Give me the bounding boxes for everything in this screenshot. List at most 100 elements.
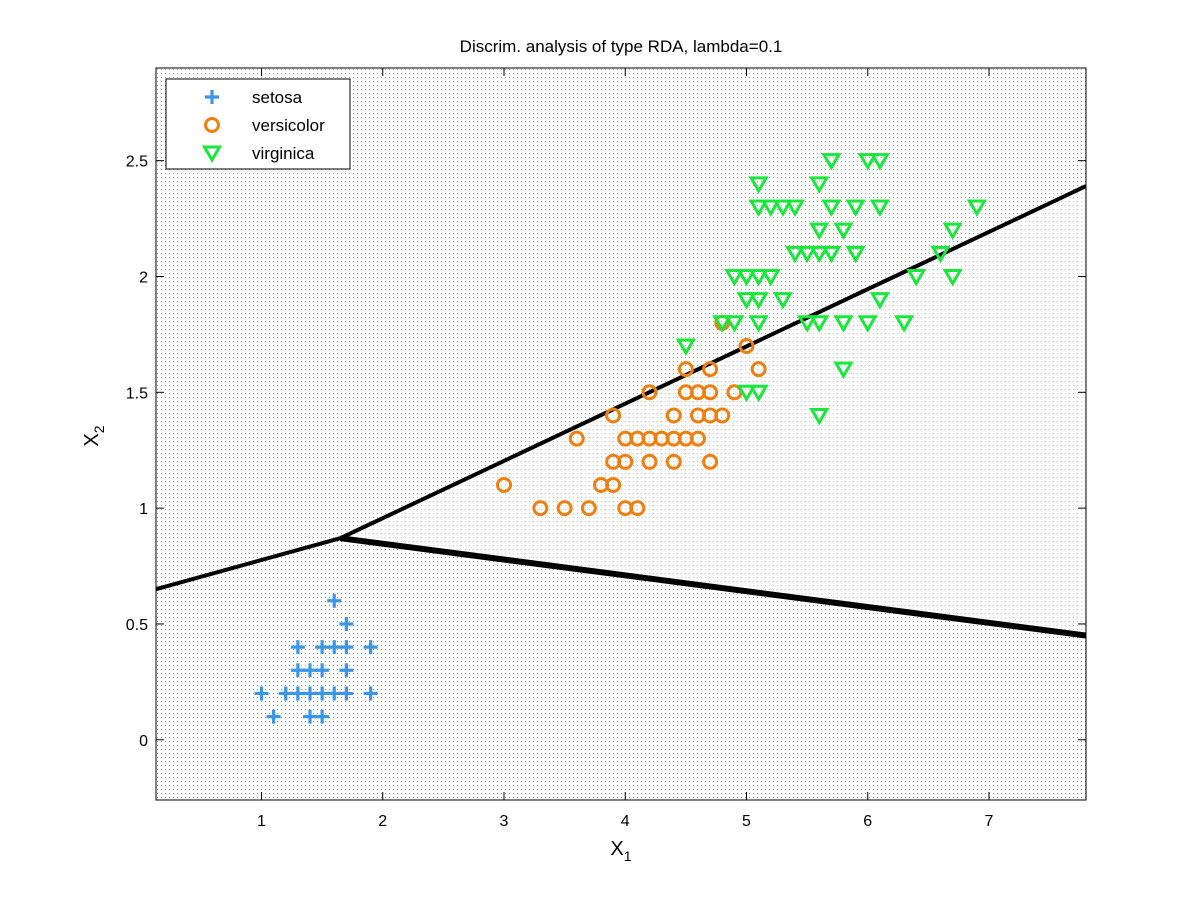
versicolor-point (641, 453, 658, 470)
setosa-point (254, 686, 269, 701)
virginica-point (797, 245, 818, 264)
virginica-point (724, 315, 745, 333)
virginica-point (845, 199, 866, 217)
legend-entry-virginica: virginica (201, 144, 315, 164)
versicolor-point (495, 476, 512, 493)
virginica-point (809, 245, 830, 264)
versicolor-point (629, 500, 646, 517)
plot-area: 1 2 3 4 5 6 7 0 0.5 1 1.5 2 2.5 (126, 67, 1087, 830)
versicolor-point (665, 453, 682, 470)
decision-boundary-line (339, 535, 1086, 639)
versicolor-point (532, 500, 549, 517)
versicolor-point (665, 407, 682, 424)
virginica-point (857, 315, 878, 333)
versicolor-point (689, 430, 706, 447)
series-versicolor (495, 314, 767, 517)
legend: setosa versicolor virginica (165, 78, 351, 170)
x-tick-label: 6 (863, 813, 872, 830)
versicolor-point (702, 384, 719, 401)
virginica-point (748, 315, 769, 333)
plot-frame (155, 67, 1087, 801)
virginica-point (736, 268, 757, 287)
y-axis-title-base: X (81, 433, 103, 446)
virginica-point (869, 153, 890, 171)
virginica-point (748, 199, 769, 217)
virginica-point (821, 245, 842, 264)
setosa-point (315, 663, 330, 678)
versicolor-point (702, 361, 719, 378)
virginica-point (772, 199, 793, 217)
setosa-point (302, 663, 317, 678)
legend-entry-setosa: setosa (205, 88, 303, 107)
versicolor-point (677, 361, 694, 378)
region-virginica (156, 68, 1086, 590)
virginica-point (930, 245, 951, 264)
legend-label: virginica (252, 144, 315, 163)
virginica-point (748, 268, 769, 287)
chart-title: Discrim. analysis of type RDA, lambda=0.… (460, 37, 783, 56)
setosa-point (339, 663, 354, 678)
y-tick-label: 0.5 (126, 617, 148, 634)
virginica-point (809, 222, 830, 241)
virginica-point (784, 199, 806, 217)
versicolor-point (641, 384, 658, 401)
y-tick-label: 2.5 (126, 154, 148, 171)
setosa-point (315, 686, 330, 701)
versicolor-point (714, 407, 731, 424)
setosa-point (266, 709, 281, 724)
legend-entry-versicolor: versicolor (204, 116, 325, 135)
virginica-point (736, 292, 757, 310)
virginica-point (797, 315, 818, 333)
y-tick-label: 2 (139, 269, 148, 286)
virginica-point (857, 153, 878, 171)
setosa-point (327, 686, 342, 701)
x-axis-title-subscript: 1 (624, 848, 632, 864)
virginica-point (809, 315, 830, 333)
x-tick-label: 4 (621, 813, 630, 830)
setosa-point (339, 640, 354, 655)
y-tick-label: 1.5 (126, 385, 148, 402)
legend-label: setosa (252, 88, 303, 107)
svg-text:X2: X2 (81, 425, 107, 446)
setosa-point (327, 593, 342, 608)
virginica-point (833, 361, 854, 380)
virginica-point (748, 176, 769, 194)
virginica-point (845, 245, 866, 264)
x-tick-label: 2 (378, 813, 387, 830)
legend-marker-setosa (205, 90, 219, 104)
setosa-point (315, 640, 330, 655)
virginica-point (942, 222, 963, 241)
setosa-point (302, 686, 317, 701)
setosa-point (363, 686, 378, 701)
y-axis-title-subscript: 2 (91, 425, 107, 433)
virginica-point (748, 292, 769, 310)
versicolor-point (556, 500, 573, 517)
virginica-point (833, 222, 854, 241)
virginica-point (821, 199, 842, 217)
versicolor-point (617, 453, 634, 470)
x-tick-label: 1 (257, 813, 266, 830)
y-tick-label: 0 (139, 733, 148, 750)
legend-marker-versicolor (204, 117, 220, 133)
setosa-point (290, 663, 305, 678)
x-tick-label: 5 (742, 813, 751, 830)
region-setosa (156, 538, 1086, 800)
virginica-point (809, 176, 830, 194)
x-axis-title-base: X (610, 838, 623, 860)
legend-box (165, 78, 351, 170)
versicolor-point (605, 476, 622, 493)
x-axis-title: X1 (610, 838, 631, 864)
setosa-point (290, 640, 305, 655)
virginica-point (736, 384, 757, 403)
versicolor-point (568, 430, 585, 447)
y-axis-title: X2 (81, 425, 107, 446)
series-virginica (675, 153, 987, 426)
versicolor-point (605, 407, 622, 424)
x-tick-label: 7 (985, 813, 994, 830)
legend-label: versicolor (252, 116, 325, 135)
setosa-point (339, 686, 354, 701)
svg-text:X1: X1 (610, 838, 631, 864)
data-markers (254, 153, 987, 724)
virginica-point (809, 407, 830, 426)
